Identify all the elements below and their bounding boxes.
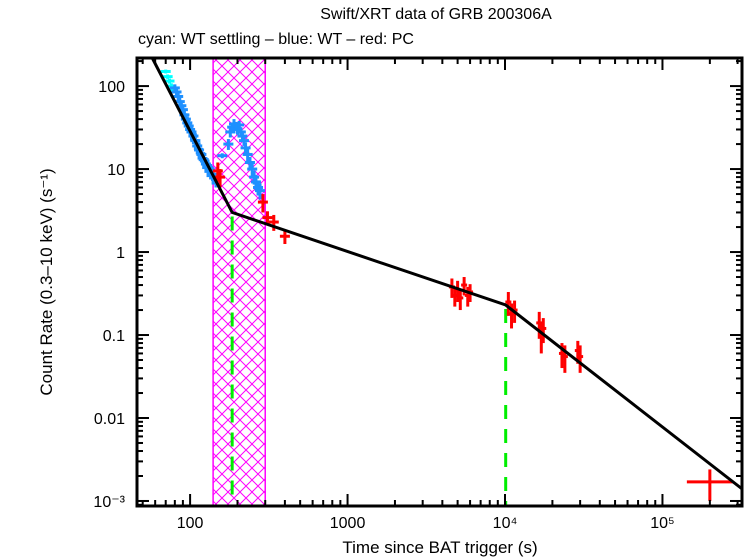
- data-point: [457, 288, 464, 311]
- data-point: [540, 318, 547, 344]
- data-point: [239, 136, 250, 146]
- model-fit-line: [150, 58, 742, 491]
- x-axis-label: Time since BAT trigger (s): [342, 538, 537, 557]
- data-point: [160, 69, 171, 74]
- data-point: [217, 153, 228, 159]
- data-point: [279, 229, 290, 245]
- axes-frame: [135, 56, 744, 508]
- plot-content: [150, 58, 742, 506]
- y-tick-label: 10⁻³: [93, 494, 125, 511]
- x-tick-label: 1000: [330, 515, 366, 532]
- y-tick-label: 0.1: [103, 328, 125, 345]
- data-point: [247, 162, 258, 178]
- x-tick-label: 100: [177, 515, 204, 532]
- y-tick-label: 0.01: [94, 411, 125, 428]
- data-point: [255, 183, 266, 200]
- data-point: [268, 214, 279, 231]
- y-axis-label: Count Rate (0.3–10 keV) (s⁻¹): [37, 168, 56, 395]
- chart-subtitle: cyan: WT settling – blue: WT – red: PC: [138, 31, 414, 48]
- data-point: [505, 291, 512, 316]
- data-point: [173, 91, 184, 102]
- y-tick-label: 100: [98, 79, 125, 96]
- y-tick-label: 1: [116, 245, 125, 262]
- data-point: [577, 345, 584, 373]
- data-point: [234, 120, 245, 130]
- data-point: [686, 469, 733, 501]
- data-point: [242, 148, 253, 162]
- chart-title: Swift/XRT data of GRB 200306A: [320, 6, 552, 23]
- x-tick-label: 10⁴: [493, 515, 518, 532]
- data-point: [164, 78, 175, 84]
- x-tick-label: 10⁵: [650, 515, 674, 532]
- data-point: [257, 194, 268, 213]
- plot-area: [150, 58, 742, 506]
- series-pc: [212, 162, 733, 501]
- data-point: [162, 74, 173, 79]
- data-point: [240, 142, 251, 155]
- data-point: [223, 139, 234, 150]
- axes: 100 1000 10⁴ 10⁵ 100 10 1 0.1 0.01 10⁻³: [93, 56, 744, 532]
- y-tick-label: 10: [107, 162, 125, 179]
- data-point: [215, 169, 226, 188]
